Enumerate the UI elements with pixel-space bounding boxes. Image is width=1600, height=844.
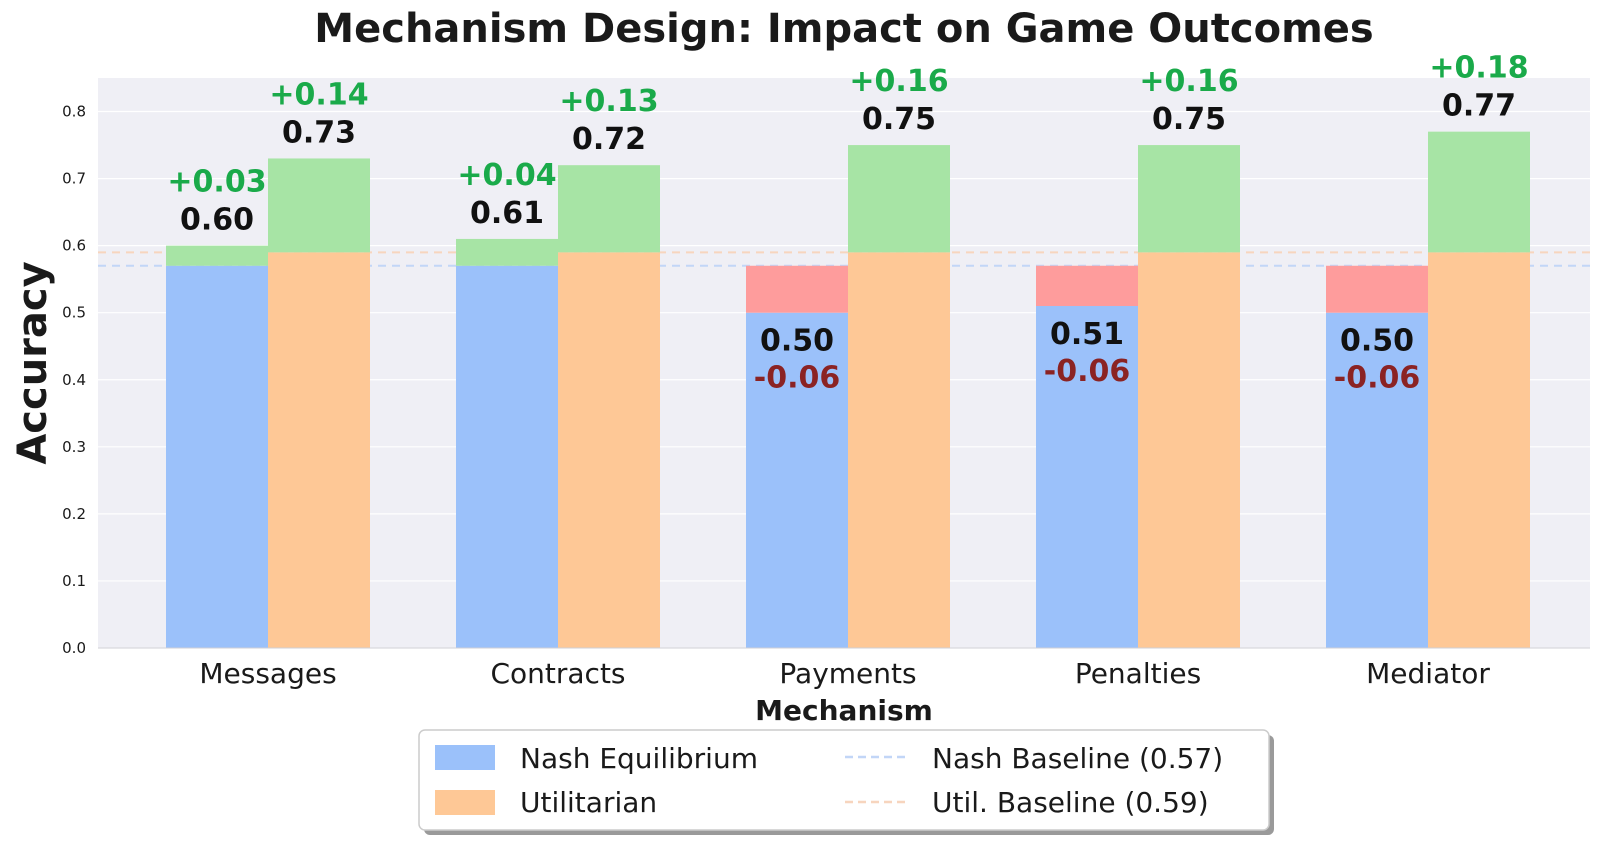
legend-label-nash: Nash Equilibrium — [520, 742, 758, 775]
bar-gain-segment — [268, 158, 370, 253]
y-tick-label: 0.6 — [62, 237, 86, 255]
x-tick-label: Penalties — [1075, 657, 1201, 690]
delta-label: +0.16 — [849, 64, 948, 99]
x-tick-label: Payments — [779, 657, 916, 690]
delta-label: +0.14 — [269, 77, 368, 112]
bar-utilitarian — [268, 252, 370, 648]
bar-utilitarian — [1138, 252, 1240, 648]
bars — [166, 131, 1530, 648]
y-tick-label: 0.3 — [62, 438, 86, 456]
bar-loss-segment — [1036, 265, 1138, 306]
y-tick-label: 0.8 — [62, 103, 86, 121]
y-tick-label: 0.4 — [62, 371, 86, 389]
bar-gain-segment — [1138, 145, 1240, 253]
y-tick-label: 0.7 — [62, 170, 86, 188]
x-axis-ticks: Messages Contracts Payments Penalties Mediat… — [199, 657, 1490, 690]
bar-gain-segment — [848, 145, 950, 253]
value-label: 0.50 — [1340, 324, 1414, 359]
legend-label-util-baseline: Util. Baseline (0.59) — [932, 786, 1209, 819]
delta-label: +0.13 — [559, 84, 658, 119]
y-tick-label: 0.1 — [62, 572, 86, 590]
delta-label: -0.06 — [1334, 361, 1420, 396]
delta-label: -0.06 — [754, 361, 840, 396]
value-label: 0.60 — [180, 203, 254, 238]
x-axis-label: Mechanism — [755, 694, 933, 727]
value-label: 0.61 — [470, 196, 544, 231]
bar-gain-segment — [166, 245, 268, 266]
bar-gain-segment — [456, 238, 558, 266]
bar-gain-segment — [1428, 131, 1530, 253]
bar-labels: 0.60+0.03 0.73+0.14 0.61+0.04 0.72+0.13 0.50… — [167, 51, 1528, 396]
y-tick-label: 0.0 — [62, 639, 86, 657]
y-tick-label: 0.5 — [62, 304, 86, 322]
legend: Nash Equilibrium Utilitarian Nash Baseli… — [418, 729, 1274, 835]
legend-swatch-nash — [435, 745, 495, 770]
value-label: 0.73 — [282, 115, 356, 150]
legend-box — [418, 729, 1270, 831]
y-axis-label: Accuracy — [10, 261, 56, 464]
bar-nash — [456, 265, 558, 648]
y-tick-label: 0.2 — [62, 505, 86, 523]
bar-nash — [746, 312, 848, 648]
value-label: 0.77 — [1442, 89, 1516, 124]
delta-label: +0.03 — [167, 165, 266, 200]
legend-swatch-utilitarian — [435, 790, 495, 815]
value-label: 0.72 — [572, 122, 646, 157]
bar-loss-segment — [746, 265, 848, 313]
legend-label-nash-baseline: Nash Baseline (0.57) — [932, 742, 1223, 775]
y-axis-ticks: 0.0 0.1 0.2 0.3 0.4 0.5 0.6 0.7 0.8 — [62, 103, 86, 657]
legend-label-utilitarian: Utilitarian — [520, 786, 657, 819]
value-label: 0.50 — [760, 324, 834, 359]
bar-nash — [1036, 306, 1138, 648]
bar-utilitarian — [558, 252, 660, 648]
delta-label: +0.04 — [457, 158, 556, 193]
bar-gain-segment — [558, 165, 660, 253]
bar-nash — [166, 265, 268, 648]
chart-title: Mechanism Design: Impact on Game Outcome… — [314, 6, 1373, 52]
bar-loss-segment — [1326, 265, 1428, 313]
value-label: 0.51 — [1050, 317, 1124, 352]
x-tick-label: Mediator — [1366, 657, 1490, 690]
bar-utilitarian — [848, 252, 950, 648]
delta-label: +0.18 — [1429, 51, 1528, 86]
bar-nash — [1326, 312, 1428, 648]
delta-label: -0.06 — [1044, 354, 1130, 389]
x-tick-label: Contracts — [490, 657, 625, 690]
bar-utilitarian — [1428, 252, 1530, 648]
x-tick-label: Messages — [199, 657, 336, 690]
value-label: 0.75 — [862, 102, 936, 137]
delta-label: +0.16 — [1139, 64, 1238, 99]
value-label: 0.75 — [1152, 102, 1226, 137]
